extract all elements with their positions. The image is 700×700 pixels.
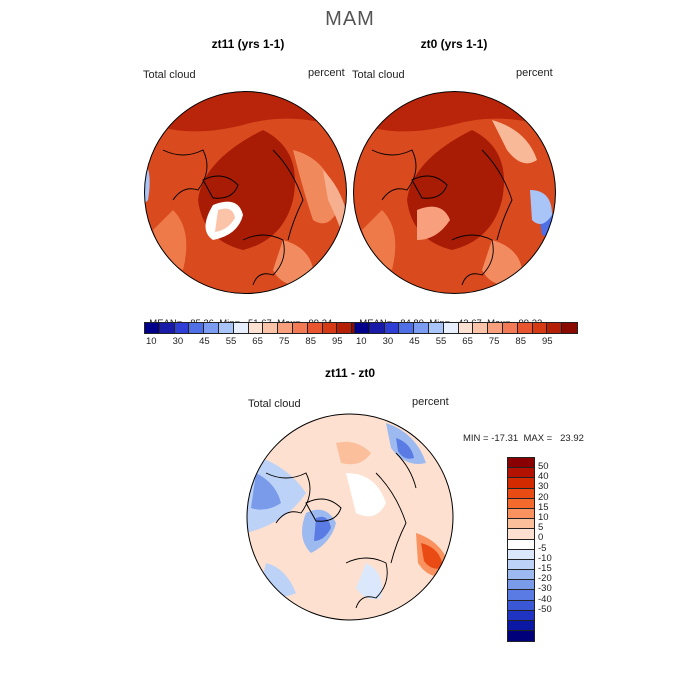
colorbar-swatch	[337, 323, 353, 333]
colorbar-swatch	[508, 549, 534, 560]
panel2-colorbar	[354, 322, 578, 334]
panel3-minmax: MIN = -17.31 MAX = 23.92	[463, 433, 584, 444]
colorbar-swatch	[508, 590, 534, 601]
colorbar-tick-label: -15	[538, 563, 552, 574]
colorbar-tick-label: 95	[542, 336, 553, 347]
colorbar-swatch	[508, 631, 534, 642]
colorbar-tick-label: 50	[538, 461, 549, 472]
panel2-variable-label: Total cloud	[352, 69, 405, 81]
panel3-units-label: percent	[412, 396, 449, 408]
colorbar-swatch	[508, 468, 534, 479]
colorbar-tick-label: 20	[538, 491, 549, 503]
panel1-units-label: percent	[308, 67, 345, 79]
colorbar-swatch	[508, 539, 534, 550]
colorbar-swatch	[508, 458, 534, 469]
colorbar-swatch	[218, 323, 234, 333]
colorbar-swatch	[248, 323, 264, 333]
colorbar-swatch	[233, 323, 249, 333]
colorbar-tick-label: -30	[538, 583, 552, 595]
panel3-colorbar-ticks: 50 40 30 20 15 10 5 0 -5 -10 -15 -20 -30 -40 -50	[538, 457, 578, 643]
panel1-title: zt11 (yrs 1-1)	[211, 37, 285, 51]
colorbar-tick-label: 45	[199, 336, 210, 347]
panel2-polar-map	[353, 91, 556, 294]
colorbar-tick-label: 55	[435, 336, 447, 347]
colorbar-swatch	[508, 610, 534, 621]
colorbar-swatch	[322, 323, 338, 333]
colorbar-swatch	[547, 323, 563, 333]
colorbar-swatch	[159, 323, 175, 333]
colorbar-swatch	[508, 529, 534, 540]
figure-title: MAM	[325, 8, 375, 30]
colorbar-swatch	[145, 323, 160, 333]
colorbar-tick-label: 15	[538, 501, 549, 513]
panel2-title: zt0 (yrs 1-1)	[420, 37, 488, 51]
colorbar-swatch	[508, 498, 534, 509]
colorbar-tick-label: 40	[538, 471, 549, 483]
panel3-variable-label: Total cloud	[248, 398, 301, 410]
colorbar-swatch	[532, 323, 548, 333]
colorbar-swatch	[508, 488, 534, 499]
colorbar-tick-label: 75	[488, 336, 500, 347]
colorbar-swatch	[414, 323, 429, 333]
colorbar-swatch	[562, 323, 577, 333]
colorbar-swatch	[508, 570, 534, 581]
panel3-title: zt11 - zt0	[324, 366, 375, 380]
colorbar-swatch	[508, 600, 534, 611]
colorbar-swatch	[278, 323, 293, 333]
panel1-colorbar	[144, 322, 368, 334]
colorbar-tick-label: -40	[538, 593, 552, 605]
colorbar-tick-label: 65	[462, 336, 473, 347]
colorbar-swatch	[473, 323, 489, 333]
colorbar-swatch	[174, 323, 190, 333]
colorbar-swatch	[204, 323, 219, 333]
colorbar-swatch	[292, 323, 308, 333]
colorbar-tick-label: -5	[538, 542, 547, 554]
colorbar-swatch	[189, 323, 205, 333]
colorbar-swatch	[508, 580, 534, 591]
colorbar-swatch	[458, 323, 474, 333]
colorbar-swatch	[443, 323, 459, 333]
colorbar-tick-label: 30	[382, 336, 394, 347]
colorbar-tick-label: 5	[538, 522, 544, 534]
colorbar-tick-label: 10	[146, 336, 157, 347]
colorbar-swatch	[508, 559, 534, 571]
colorbar-tick-label: 55	[225, 336, 237, 347]
colorbar-swatch	[307, 323, 323, 333]
colorbar-swatch	[384, 323, 400, 333]
colorbar-tick-label: 30	[172, 336, 184, 347]
colorbar-swatch	[399, 323, 415, 333]
colorbar-swatch	[263, 323, 279, 333]
colorbar-tick-label: -20	[538, 573, 552, 585]
colorbar-tick-label: 10	[538, 512, 549, 523]
colorbar-swatch	[355, 323, 370, 333]
panel1-colorbar-ticks: 10 30 45 55 65 75 85 95	[144, 336, 346, 348]
colorbar-swatch	[508, 519, 534, 530]
colorbar-swatch	[508, 621, 534, 632]
colorbar-tick-label: 95	[332, 336, 343, 347]
panel2-units-label: percent	[516, 67, 553, 79]
panel1-polar-map	[144, 91, 347, 294]
colorbar-swatch	[488, 323, 503, 333]
panel3-colorbar	[507, 457, 535, 643]
colorbar-tick-label: 45	[409, 336, 420, 347]
panel2-colorbar-ticks: 10 30 45 55 65 75 85 95	[354, 336, 556, 348]
colorbar-tick-label: 75	[278, 336, 290, 347]
panel1-variable-label: Total cloud	[143, 69, 196, 81]
panel3-polar-map	[246, 413, 454, 621]
colorbar-tick-label: -10	[538, 552, 552, 564]
colorbar-swatch	[369, 323, 385, 333]
colorbar-swatch	[508, 478, 534, 489]
colorbar-swatch	[428, 323, 444, 333]
colorbar-swatch	[508, 508, 534, 520]
colorbar-tick-label: -50	[538, 603, 552, 615]
colorbar-tick-label: 0	[538, 532, 544, 544]
colorbar-tick-label: 85	[515, 336, 526, 347]
colorbar-tick-label: 10	[356, 336, 367, 347]
colorbar-tick-label: 65	[252, 336, 263, 347]
colorbar-tick-label: 30	[538, 481, 549, 493]
colorbar-swatch	[502, 323, 518, 333]
colorbar-swatch	[517, 323, 533, 333]
colorbar-tick-label: 85	[305, 336, 316, 347]
